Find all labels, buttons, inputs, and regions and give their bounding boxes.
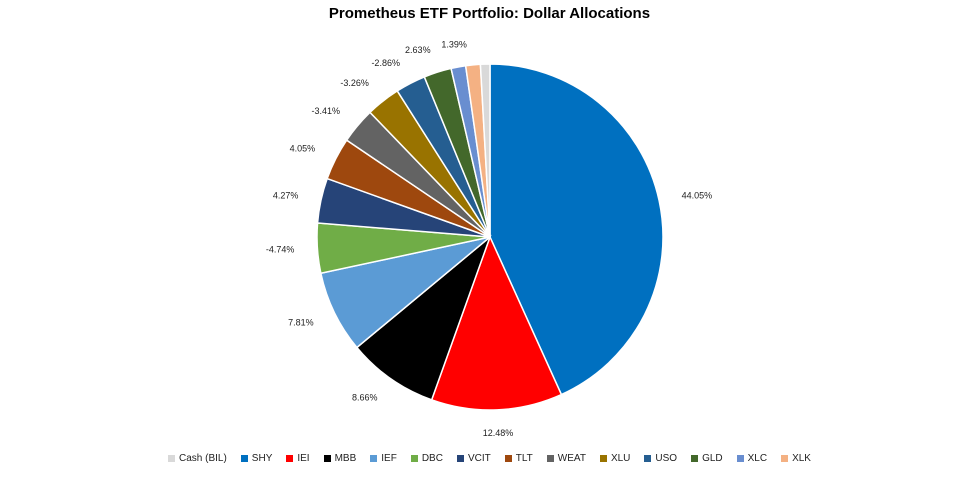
pie-slice-shy (489, 63, 664, 396)
data-label-dbc: -4.74% (266, 245, 295, 255)
legend-item-dbc: DBC (410, 453, 443, 464)
legend-label: GLD (702, 453, 723, 464)
legend-swatch (736, 455, 744, 462)
legend-item-mbb: MBB (323, 453, 357, 464)
legend-label: XLU (610, 453, 631, 464)
legend-swatch (168, 455, 175, 462)
legend-label: MBB (334, 453, 357, 464)
pie-slice-iei (430, 235, 563, 411)
data-label-shy: 44.05% (682, 191, 713, 201)
legend-item-xlu: XLU (599, 453, 631, 464)
chart-legend: Cash (BIL) SHY IEI MBB IEF DBC VCIT TLT WEAT XLU U… (0, 453, 979, 464)
data-label-xlc: 1.39% (441, 39, 467, 49)
legend-item-uso: USO (644, 453, 677, 464)
legend-swatch (240, 455, 248, 462)
legend-label: VCIT (467, 453, 491, 464)
legend-swatch (286, 455, 294, 462)
legend-item-xlk: XLK (781, 453, 811, 464)
legend-label: USO (655, 453, 678, 464)
legend-swatch (504, 455, 512, 462)
legend-swatch (323, 455, 331, 462)
legend-label: XLK (792, 453, 811, 464)
legend-item-ief: IEF (370, 453, 397, 464)
data-label-mbb: 8.66% (352, 393, 378, 403)
legend-label: XLC (747, 453, 768, 464)
pie-slice-cash-bil (479, 63, 491, 238)
legend-swatch (546, 455, 554, 462)
legend-swatch (644, 455, 652, 462)
legend-item-xlc: XLC (736, 453, 768, 464)
data-label-tlt: 4.05% (290, 143, 316, 153)
data-label-xlu: -3.26% (340, 78, 369, 88)
legend-label: IEF (381, 453, 397, 464)
data-label-gld: 2.63% (405, 45, 431, 55)
pie-slice-mbb (355, 234, 492, 401)
data-label-iei: 12.48% (483, 428, 514, 438)
legend-item-vcit: VCIT (456, 453, 491, 464)
legend-swatch (691, 455, 699, 462)
legend-swatch (781, 455, 789, 462)
legend-swatch (370, 455, 378, 462)
legend-swatch (599, 455, 607, 462)
legend-swatch (410, 455, 418, 462)
legend-item-gld: GLD (691, 453, 723, 464)
legend-label: SHY (251, 453, 273, 464)
legend-item-tlt: TLT (504, 453, 533, 464)
data-label-ief: 7.81% (288, 318, 314, 328)
legend-item-iei: IEI (286, 453, 310, 464)
data-label-vcit: 4.27% (273, 191, 299, 201)
legend-label: Cash (BIL) (179, 453, 227, 464)
legend-item-shy: SHY (240, 453, 273, 464)
legend-item-cash-bil: Cash (BIL) (168, 453, 227, 464)
legend-item-weat: WEAT (546, 453, 586, 464)
legend-swatch (456, 455, 464, 462)
legend-label: IEI (297, 453, 310, 464)
data-label-weat: -3.41% (311, 106, 340, 116)
legend-label: TLT (515, 453, 533, 464)
legend-label: WEAT (557, 453, 586, 464)
data-label-uso: -2.86% (371, 58, 400, 68)
chart-title: Prometheus ETF Portfolio: Dollar Allocat… (328, 5, 651, 22)
legend-label: DBC (421, 453, 443, 464)
